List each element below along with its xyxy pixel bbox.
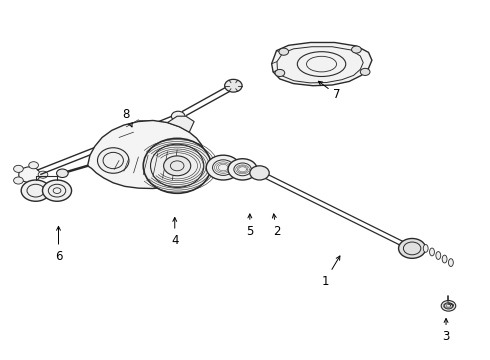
Circle shape	[398, 238, 426, 258]
Circle shape	[352, 46, 361, 53]
Circle shape	[97, 141, 112, 152]
Circle shape	[19, 167, 40, 183]
Text: 3: 3	[442, 319, 450, 343]
Circle shape	[441, 301, 456, 311]
Circle shape	[38, 171, 48, 178]
Text: 1: 1	[321, 256, 340, 288]
Ellipse shape	[423, 244, 428, 252]
Text: 4: 4	[171, 217, 178, 247]
Circle shape	[279, 48, 289, 55]
Ellipse shape	[143, 138, 211, 193]
Circle shape	[228, 159, 257, 180]
Circle shape	[14, 177, 24, 184]
Ellipse shape	[430, 248, 435, 256]
Text: 7: 7	[318, 81, 341, 102]
Circle shape	[29, 181, 38, 188]
Circle shape	[29, 162, 38, 169]
Polygon shape	[271, 42, 372, 86]
Circle shape	[14, 165, 24, 172]
Ellipse shape	[98, 148, 129, 173]
Ellipse shape	[448, 259, 453, 266]
Text: 8: 8	[122, 108, 132, 127]
Circle shape	[21, 180, 50, 201]
Circle shape	[224, 79, 242, 92]
Circle shape	[43, 180, 72, 201]
Text: 6: 6	[55, 226, 62, 263]
Text: 5: 5	[246, 214, 253, 238]
Circle shape	[56, 169, 68, 177]
Circle shape	[275, 69, 285, 77]
Ellipse shape	[442, 255, 447, 263]
Ellipse shape	[436, 252, 441, 260]
Text: 2: 2	[272, 214, 280, 238]
Circle shape	[250, 166, 269, 180]
Circle shape	[360, 68, 370, 76]
Polygon shape	[88, 121, 205, 189]
Circle shape	[164, 156, 191, 176]
Circle shape	[172, 111, 185, 121]
Circle shape	[206, 155, 240, 180]
Polygon shape	[168, 116, 194, 132]
